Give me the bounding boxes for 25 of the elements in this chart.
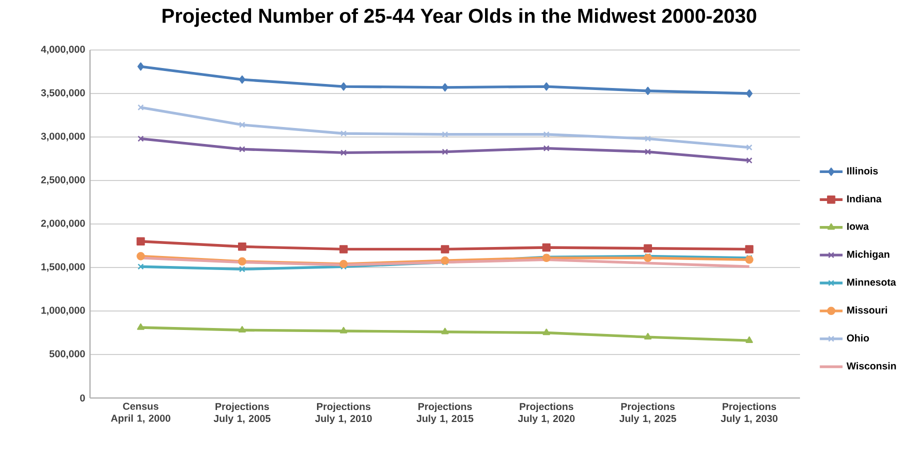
legend-label: Minnesota [847,278,896,286]
chart-title: Projected Number of 25-44 Year Olds in the Midwest 2000-2030 [162,8,756,27]
x-tick-label: Projections July 1, 2015 [416,402,474,424]
y-tick-label: 1,000,000 [41,306,85,316]
legend-label: Wisconsin [846,362,896,370]
x-tick-label: Projections July 1, 2030 [720,402,778,424]
legend-label: Illinois [847,167,878,174]
y-tick-label: 0 [80,394,85,402]
y-tick-label: 3,500,000 [41,89,85,98]
x-tick-label: Projections July 1, 2010 [315,402,372,424]
x-tick-label: Projections July 1, 2020 [518,402,575,424]
y-tick-label: 2,000,000 [41,220,85,228]
legend-label: Indiana [847,195,882,202]
legend-label: Iowa [847,222,869,230]
x-tick-label: Projections July 1, 2025 [619,402,676,424]
legend-label: Michigan [847,250,890,260]
x-tick-label: Projections July 1, 2005 [214,402,270,424]
y-tick-label: 4,000,000 [40,46,85,54]
legend-label: Missouri [847,306,887,314]
y-tick-label: 1,500,000 [41,263,85,272]
y-tick-label: 500,000 [49,350,85,359]
x-tick-label: Census April 1, 2000 [110,402,170,424]
y-tick-label: 2,500,000 [41,176,85,185]
legend-label: Ohio [846,334,869,342]
y-tick-label: 3,000,000 [41,132,85,142]
